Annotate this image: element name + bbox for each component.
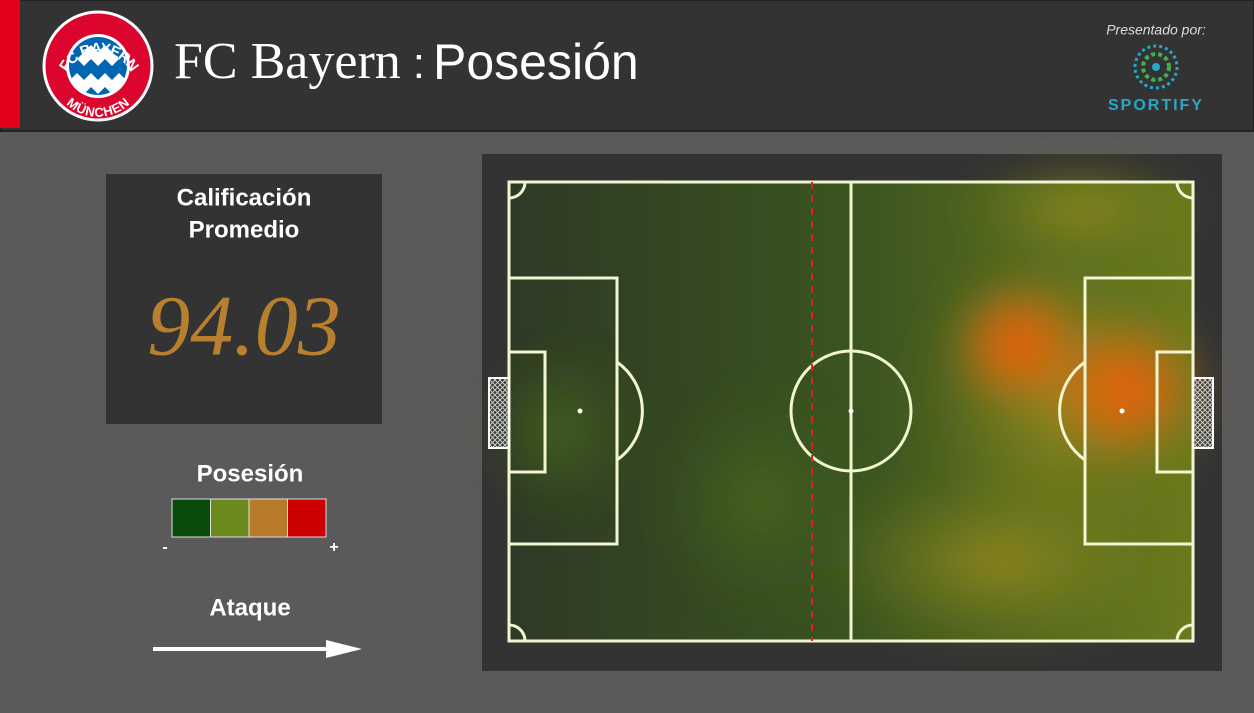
legend-swatch bbox=[171, 498, 211, 538]
rating-panel bbox=[106, 174, 382, 424]
title-separator: : bbox=[413, 39, 425, 88]
sponsor-logo bbox=[1133, 44, 1179, 90]
legend-swatch bbox=[287, 498, 327, 538]
direction-arrow bbox=[153, 640, 362, 658]
sponsor-name: SPORTIFY bbox=[1108, 97, 1204, 114]
rating-title: Calificación bbox=[177, 184, 312, 211]
pitch-goals bbox=[488, 377, 1214, 449]
heatmap bbox=[480, 160, 1210, 650]
accent-stripe bbox=[0, 0, 20, 128]
legend-title: Posesión bbox=[197, 460, 304, 487]
title: FC Bayern: Posesión bbox=[174, 33, 639, 90]
legend-low: - bbox=[162, 539, 167, 556]
sponsor-label: Presentado por: bbox=[1106, 22, 1206, 38]
pitch-spots bbox=[577, 408, 1125, 414]
metric-name: Posesión bbox=[433, 34, 639, 90]
legend-swatch bbox=[248, 498, 288, 538]
direction-label: Ataque bbox=[209, 594, 290, 621]
club-logo: FC BAYERN MÜNCHEN bbox=[42, 10, 154, 122]
legend-high: + bbox=[329, 539, 338, 556]
header-bar bbox=[0, 0, 1254, 132]
legend-swatch bbox=[210, 498, 250, 538]
legend bbox=[171, 498, 327, 538]
rating-value: 94.03 bbox=[147, 278, 341, 374]
team-name: FC Bayern bbox=[174, 33, 401, 90]
rating-title: Promedio bbox=[189, 216, 300, 243]
